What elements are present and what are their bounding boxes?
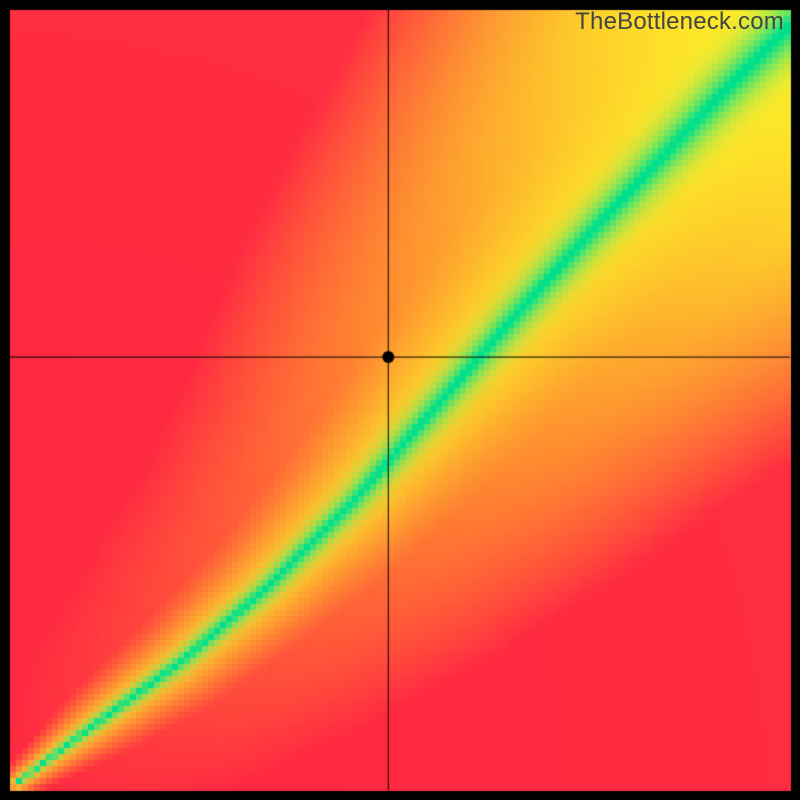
heatmap-canvas xyxy=(0,0,800,800)
heatmap-canvas-wrap xyxy=(0,0,800,805)
chart-container: TheBottleneck.com xyxy=(0,0,800,800)
watermark-label: TheBottleneck.com xyxy=(575,8,784,36)
